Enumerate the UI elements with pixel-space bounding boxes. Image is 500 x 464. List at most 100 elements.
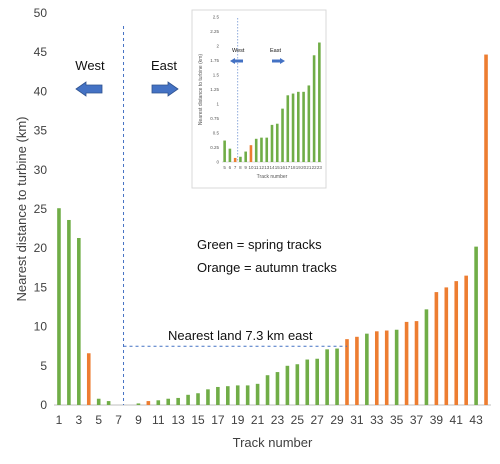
x-tick-label: 17 — [211, 413, 225, 427]
x-tick-label: 1 — [56, 413, 63, 427]
bar-track-15 — [196, 393, 200, 405]
inset-x-tick-label: 16 — [280, 165, 286, 170]
bar-track-6 — [106, 401, 111, 405]
inset-x-tick-label: 9 — [244, 165, 247, 170]
inset-bar-track-14 — [270, 124, 274, 162]
bar-track-30 — [345, 339, 349, 405]
inset-x-axis-title: Track number — [257, 174, 288, 180]
bar-track-44 — [484, 54, 488, 405]
bar-track-25 — [295, 364, 300, 405]
inset-x-tick-label: 19 — [296, 165, 302, 170]
bar-track-31 — [355, 336, 359, 405]
bar-track-2 — [67, 219, 71, 405]
legend-orange-note: Orange = autumn tracks — [197, 260, 337, 275]
inset-y-tick-label: 1.75 — [210, 58, 219, 63]
inset-bar-track-20 — [302, 91, 305, 162]
inset-bar-track-19 — [297, 91, 300, 162]
inset-x-tick-label: 8 — [239, 165, 242, 170]
inset-x-tick-label: 22 — [312, 165, 318, 170]
inset-x-tick-label: 23 — [317, 165, 323, 170]
bar-track-11 — [156, 400, 161, 405]
east-arrow-icon — [151, 81, 179, 97]
inset-bar-track-11 — [254, 138, 258, 162]
inset-bar-track-5 — [223, 140, 226, 162]
inset-bar-track-9 — [244, 151, 247, 162]
inset-bar-track-12 — [260, 137, 263, 162]
inset-bar-track-17 — [286, 95, 290, 162]
inset-x-tick-label: 13 — [264, 165, 270, 170]
inset-y-tick-label: 1.5 — [213, 73, 220, 78]
x-tick-label: 15 — [191, 413, 205, 427]
bar-track-43 — [474, 246, 478, 405]
bar-track-21 — [255, 383, 260, 405]
inset-bar-track-13 — [265, 137, 269, 162]
inset-bar-track-21 — [307, 85, 311, 162]
inset-y-tick-label: 0.75 — [210, 116, 219, 121]
inset-east-label: East — [270, 48, 281, 54]
bar-track-33 — [374, 331, 379, 405]
y-tick-label: 10 — [34, 320, 48, 334]
bar-track-19 — [235, 385, 240, 405]
bar-track-35 — [394, 329, 399, 405]
x-tick-label: 43 — [469, 413, 483, 427]
x-axis-title: Track number — [233, 435, 313, 450]
y-axis-title: Nearest distance to turbine (km) — [14, 117, 29, 302]
bar-track-22 — [265, 375, 270, 405]
inset-bar-track-7 — [233, 157, 237, 162]
inset-bar-track-18 — [291, 93, 295, 162]
inset-y-tick-label: 1 — [216, 102, 219, 107]
bar-track-20 — [245, 385, 250, 405]
nearest-land-note: Nearest land 7.3 km east — [168, 328, 313, 343]
bar-track-32 — [365, 333, 369, 405]
x-tick-label: 19 — [231, 413, 245, 427]
bar-track-4 — [86, 353, 91, 405]
inset-y-tick-label: 0.25 — [210, 145, 219, 150]
inset-bar-track-6 — [228, 148, 232, 162]
x-tick-label: 41 — [450, 413, 464, 427]
inset-x-tick-label: 15 — [275, 165, 281, 170]
bar-track-14 — [186, 394, 190, 405]
inset-x-tick-label: 6 — [229, 165, 232, 170]
x-tick-label: 25 — [291, 413, 305, 427]
y-tick-labels: 0 5 10 15 20 25 30 35 40 45 50 — [34, 6, 48, 412]
inset-bar-track-23 — [318, 42, 321, 162]
inset-bar-track-16 — [281, 108, 284, 162]
west-arrow-icon — [75, 81, 103, 97]
bar-track-28 — [325, 349, 329, 405]
bar-track-1 — [57, 208, 61, 405]
y-tick-label: 15 — [34, 280, 48, 294]
bar-track-23 — [275, 372, 280, 405]
y-tick-label: 30 — [34, 163, 48, 177]
inset-y-tick-label: 2.5 — [213, 15, 220, 20]
inset-y-tick-label: 2 — [216, 44, 219, 49]
y-tick-label: 0 — [40, 398, 47, 412]
bar-track-34 — [384, 330, 389, 405]
inset-y-tick-labels: 0 0.25 0.5 0.75 1 1.25 1.5 1.75 2 2.25 2.5 — [210, 15, 219, 165]
inset-x-tick-labels: 5 6 7 8 9 10 11 12 13 14 15 16 17 18 19 20 21 22 23 — [223, 165, 322, 170]
x-tick-label: 37 — [410, 413, 424, 427]
inset-y-tick-label: 1.25 — [210, 87, 219, 92]
inset-y-tick-label: 0 — [216, 160, 219, 165]
y-tick-label: 5 — [40, 359, 47, 373]
inset-west-arrow-icon — [230, 58, 243, 64]
bar-track-40 — [444, 287, 449, 405]
bar-track-39 — [434, 292, 439, 405]
y-tick-label: 20 — [34, 241, 48, 255]
x-tick-label: 5 — [95, 413, 102, 427]
inset-x-tick-label: 14 — [269, 165, 275, 170]
bar-track-10 — [146, 401, 151, 405]
y-tick-label: 50 — [34, 6, 48, 20]
x-tick-label: 39 — [430, 413, 444, 427]
bar-track-41 — [454, 281, 459, 405]
inset-x-tick-label: 11 — [254, 165, 259, 170]
y-tick-label: 40 — [34, 84, 48, 98]
x-tick-label: 13 — [171, 413, 185, 427]
inset-bar-track-10 — [249, 145, 253, 162]
x-tick-label: 31 — [350, 413, 364, 427]
inset-bars — [223, 42, 321, 162]
bar-track-5 — [96, 398, 101, 405]
bar-track-18 — [226, 386, 230, 405]
y-tick-label: 25 — [34, 202, 48, 216]
x-tick-label: 21 — [251, 413, 265, 427]
